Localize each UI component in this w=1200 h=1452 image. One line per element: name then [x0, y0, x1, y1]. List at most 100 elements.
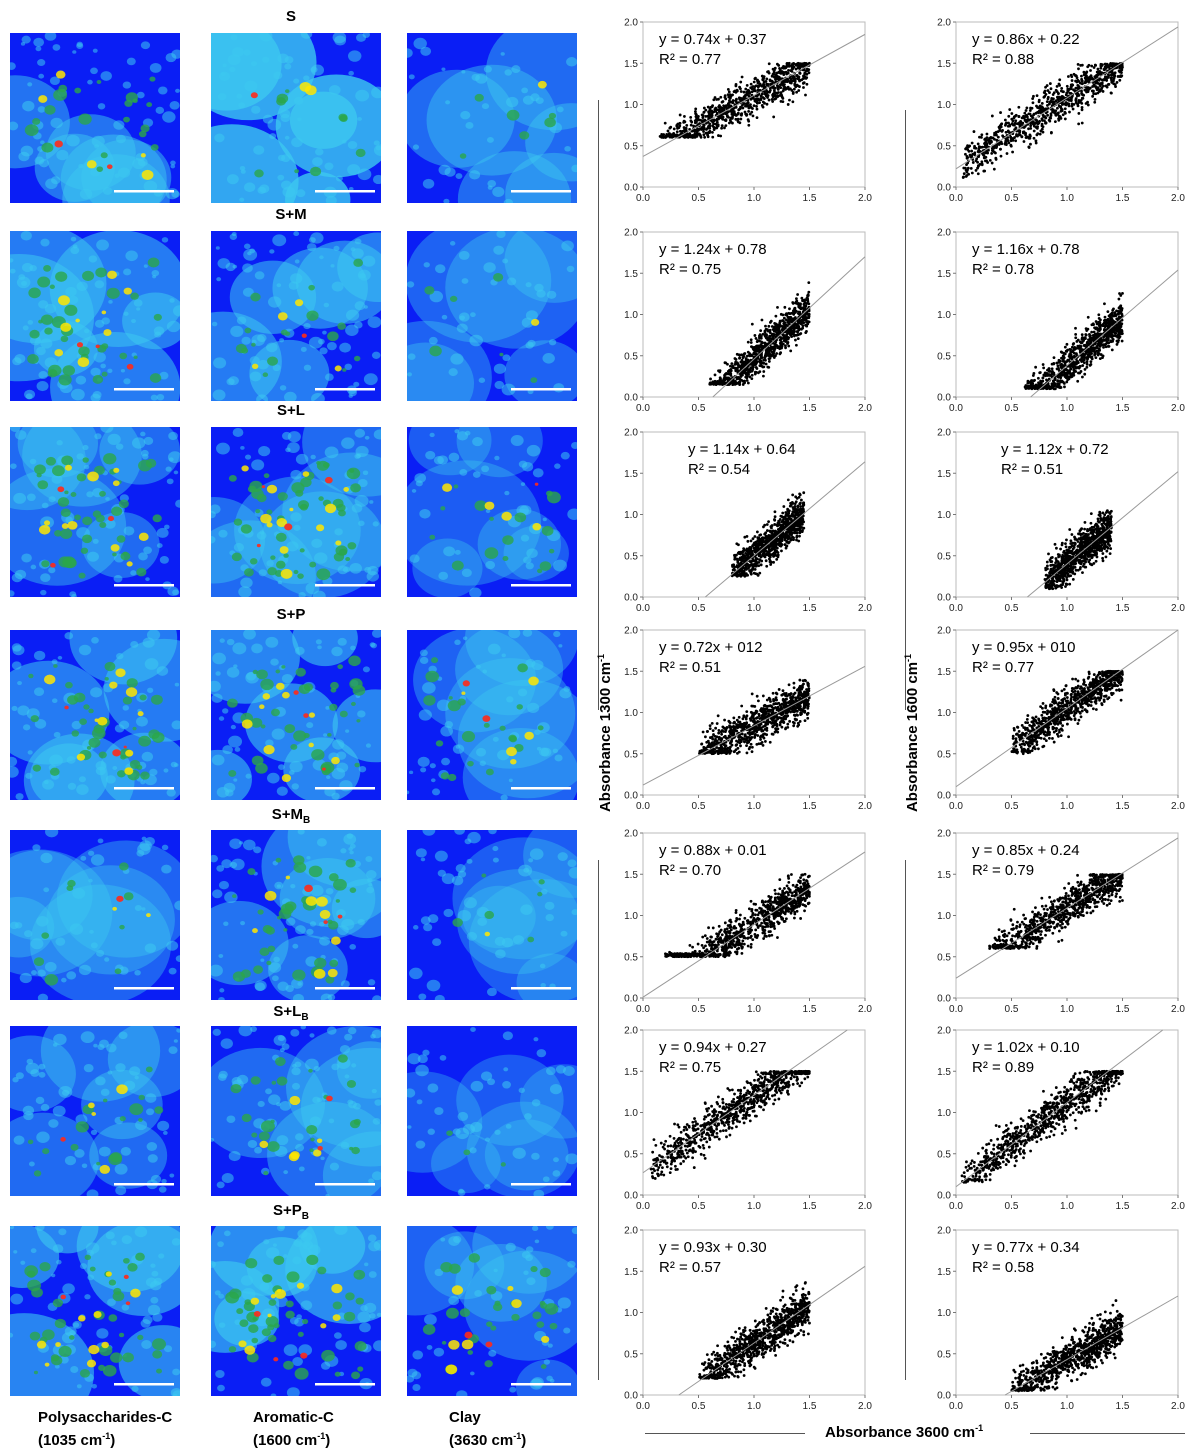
data-point: [1080, 106, 1084, 109]
data-point: [983, 141, 987, 145]
data-point: [780, 66, 784, 70]
map-intensity-spot: [250, 1076, 261, 1085]
map-intensity-spot: [40, 314, 54, 325]
intensity-map-image: [407, 630, 577, 800]
data-point: [793, 80, 797, 83]
map-intensity-spot: [527, 936, 535, 943]
map-intensity-spot: [313, 968, 326, 979]
data-point: [1110, 76, 1114, 79]
map-intensity-spot: [354, 321, 363, 329]
map-intensity-spot: [266, 960, 272, 966]
map-intensity-spot: [424, 1231, 505, 1300]
map-intensity-spot: [134, 904, 142, 912]
map-intensity-spot: [357, 1311, 371, 1323]
data-point: [1014, 119, 1018, 123]
map-intensity-spot: [107, 1070, 113, 1075]
data-point: [711, 124, 714, 128]
map-intensity-spot: [363, 373, 378, 386]
data-point: [980, 163, 984, 167]
map-intensity-spot: [525, 658, 536, 668]
map-intensity-spot: [82, 516, 93, 526]
scale-bar: [315, 388, 375, 391]
map-intensity-spot: [349, 562, 362, 574]
map-intensity-spot: [284, 63, 292, 70]
map-intensity-spot: [334, 35, 347, 46]
data-point: [1096, 67, 1100, 71]
map-intensity-spot: [539, 561, 552, 571]
map-intensity-spot: [13, 1135, 25, 1145]
map-intensity-spot: [294, 1061, 302, 1068]
map-intensity-spot: [553, 559, 567, 572]
map-intensity-spot: [571, 909, 577, 916]
map-intensity-spot: [104, 519, 116, 529]
map-intensity-spot: [84, 464, 90, 470]
map-intensity-spot: [320, 1156, 325, 1161]
map-intensity-spot: [236, 1308, 244, 1315]
data-point: [795, 90, 799, 94]
y-tick-label: 0.0: [624, 393, 638, 404]
map-intensity-spot: [407, 1368, 418, 1378]
map-intensity-spot: [142, 1315, 153, 1325]
intensity-map: [10, 830, 180, 1000]
data-point: [700, 126, 704, 129]
map-intensity-spot: [10, 1226, 15, 1230]
map-intensity-spot: [531, 1099, 541, 1107]
map-intensity-spot: [489, 516, 494, 521]
map-intensity-spot: [217, 1241, 224, 1248]
data-point: [1046, 89, 1050, 92]
map-intensity-spot: [227, 54, 241, 66]
map-intensity-spot: [101, 310, 107, 315]
data-point: [798, 72, 802, 75]
data-point: [1077, 112, 1081, 115]
map-intensity-spot: [92, 48, 98, 53]
map-intensity-spot: [276, 1289, 282, 1293]
map-intensity-spot: [273, 956, 280, 963]
map-intensity-spot: [349, 887, 357, 893]
data-point: [802, 314, 806, 318]
map-intensity-spot: [107, 1026, 180, 1098]
map-intensity-spot: [54, 349, 64, 357]
map-intensity-spot: [294, 259, 300, 264]
map-intensity-spot: [134, 1075, 139, 1080]
map-intensity-spot: [68, 295, 79, 305]
map-intensity-spot: [36, 1131, 50, 1143]
map-intensity-spot: [166, 788, 176, 797]
data-point: [781, 319, 784, 322]
data-point: [741, 379, 745, 383]
map-intensity-spot: [493, 363, 506, 374]
map-intensity-spot: [92, 374, 104, 384]
map-intensity-spot: [222, 745, 233, 755]
map-intensity-spot: [484, 547, 499, 559]
map-intensity-spot: [92, 391, 102, 399]
map-intensity-spot: [540, 888, 548, 895]
map-intensity-spot: [69, 923, 84, 935]
data-point: [734, 360, 737, 364]
map-intensity-spot: [86, 1189, 99, 1196]
map-intensity-spot: [130, 292, 139, 300]
map-intensity-spot: [104, 677, 109, 681]
map-intensity-spot: [247, 1139, 258, 1148]
data-point: [1043, 91, 1047, 94]
data-point: [752, 351, 756, 355]
data-point: [1048, 119, 1052, 123]
map-intensity-spot: [349, 1119, 361, 1129]
map-intensity-spot: [40, 573, 51, 583]
map-intensity-spot: [474, 93, 484, 102]
data-point: [770, 98, 774, 101]
map-intensity-spot: [422, 830, 436, 836]
map-intensity-spot: [126, 57, 136, 66]
intensity-map-image: [407, 427, 577, 597]
data-point: [1105, 75, 1108, 79]
data-point: [795, 333, 799, 337]
map-intensity-spot: [216, 1181, 225, 1189]
map-intensity-spot: [319, 909, 331, 919]
data-point: [787, 64, 791, 68]
data-point: [1119, 74, 1123, 78]
map-intensity-spot: [534, 1239, 540, 1244]
map-intensity-spot: [474, 500, 487, 511]
map-intensity-spot: [441, 757, 451, 766]
map-intensity-spot: [269, 133, 277, 140]
map-intensity-spot: [316, 568, 331, 581]
map-intensity-spot: [474, 1290, 483, 1297]
map-intensity-spot: [133, 355, 138, 360]
